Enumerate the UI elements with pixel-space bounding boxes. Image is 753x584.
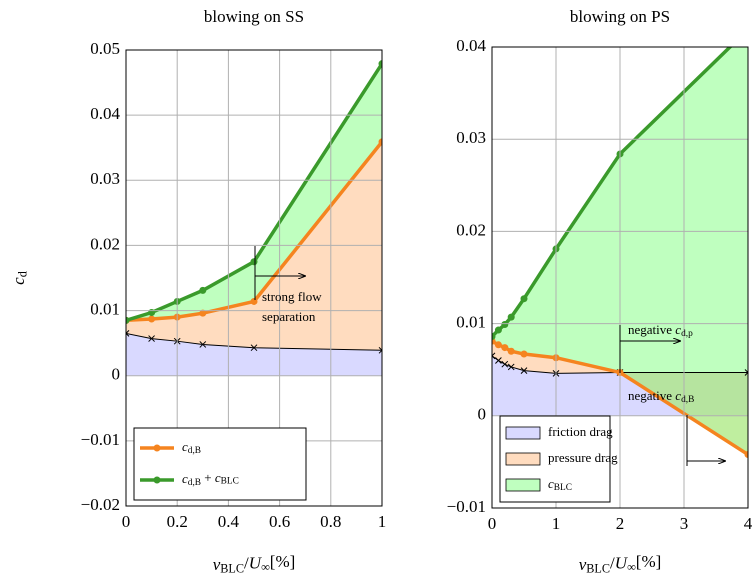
x-axis-label: vBLC/U∞[%] [213,552,296,575]
marker [507,363,515,371]
legend-box [133,427,307,501]
marker [744,451,748,459]
marker [126,330,130,337]
y-tick-label: 0.01 [90,299,120,318]
y-tick-label: −0.02 [81,495,120,514]
chart-title: blowing on PS [570,7,670,26]
y-tick-label: 0.02 [90,234,120,253]
y-axis-label: cd [9,271,30,285]
marker [507,313,515,321]
marker [492,333,496,341]
x-tick-label: 2 [616,514,625,533]
legend-swatch [505,478,541,492]
y-tick-label: 0.03 [456,128,486,147]
chart-title: blowing on SS [204,7,304,26]
marker [250,297,258,305]
marker [520,367,528,374]
marker [507,347,515,355]
marker [744,369,748,376]
y-tick-label: 0 [478,405,487,424]
marker [378,346,382,354]
marker [745,26,752,33]
legend-swatch [505,426,541,440]
marker [494,341,502,349]
marker [520,350,528,358]
x-tick-label: 0.6 [269,512,290,531]
y-tick-label: −0.01 [447,497,486,516]
x-axis-label: vBLC/U∞[%] [579,552,662,575]
annotation: negative cd,B [628,388,694,405]
y-tick-label: 0.01 [456,313,486,332]
y-tick-label: −0.01 [81,430,120,449]
x-tick-label: 0 [488,514,497,533]
marker [501,321,509,329]
frame [491,46,749,509]
marker [492,352,496,360]
annotation: strong flow [262,289,322,304]
line [126,140,382,323]
line [126,62,382,323]
legend-label: cBLC [548,476,572,493]
x-tick-label: 0.2 [167,512,188,531]
y-tick-label: 0.04 [90,104,120,123]
marker [199,341,207,348]
frame [125,49,383,507]
x-tick-label: 4 [744,514,753,533]
legend-label: pressure drag [548,450,618,465]
marker [250,258,258,266]
y-tick-label: 0.05 [90,39,120,58]
x-tick-label: 1 [378,512,387,531]
marker [495,357,502,364]
x-tick-label: 3 [680,514,689,533]
marker [501,344,509,352]
marker [378,138,382,146]
legend-swatch [153,476,161,484]
marker [148,315,156,323]
marker [378,60,382,68]
y-tick-label: 0.04 [456,36,486,55]
x-tick-label: 1 [552,514,561,533]
legend-swatch [505,452,541,466]
y-tick-label: 0 [112,365,121,384]
marker [520,295,528,303]
area [126,333,382,376]
x-tick-label: 0 [122,512,131,531]
legend-label: cd,B [182,439,201,456]
marker [494,326,502,334]
annotation: negative cd,p [628,322,693,339]
y-tick-label: 0.02 [456,220,486,239]
area [126,141,382,351]
legend-swatch [153,444,161,452]
plot-area [126,60,382,376]
marker [199,286,207,294]
marker [126,316,130,324]
line [126,332,382,351]
marker [250,344,258,352]
x-tick-label: 0.4 [218,512,240,531]
legend-label: cd,B + cBLC [182,470,239,488]
legend-label: friction drag [548,424,613,439]
marker [501,360,509,368]
marker [199,309,207,317]
annotation: separation [262,309,316,324]
y-tick-label: 0.03 [90,169,120,188]
marker [148,335,155,342]
x-tick-label: 0.8 [320,512,341,531]
